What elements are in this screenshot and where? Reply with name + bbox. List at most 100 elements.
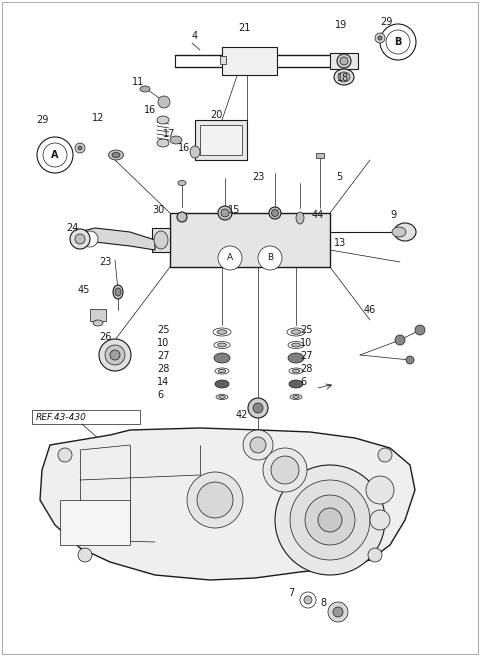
Bar (330, 53, 358, 69)
Circle shape (263, 448, 307, 492)
Ellipse shape (178, 180, 186, 186)
Text: A: A (227, 253, 233, 262)
Circle shape (58, 448, 72, 462)
Circle shape (218, 246, 242, 270)
Ellipse shape (392, 227, 406, 237)
Ellipse shape (214, 342, 230, 348)
Text: 25: 25 (157, 325, 169, 335)
Text: 9: 9 (390, 210, 396, 220)
Circle shape (366, 476, 394, 504)
Circle shape (75, 234, 85, 244)
Bar (200, 125, 242, 155)
Text: 28: 28 (157, 364, 169, 374)
Text: 20: 20 (210, 110, 222, 120)
Circle shape (253, 403, 263, 413)
Ellipse shape (93, 320, 103, 326)
Ellipse shape (288, 353, 304, 363)
Text: 27: 27 (157, 351, 169, 361)
Text: 10: 10 (300, 338, 312, 348)
Circle shape (70, 229, 90, 249)
Ellipse shape (218, 206, 232, 220)
Ellipse shape (340, 57, 348, 65)
Ellipse shape (291, 330, 301, 334)
Circle shape (110, 350, 120, 360)
Circle shape (305, 495, 355, 545)
Ellipse shape (215, 368, 229, 374)
Circle shape (375, 33, 385, 43)
Text: B: B (394, 37, 402, 47)
Text: B: B (267, 253, 273, 262)
Text: A: A (51, 150, 59, 160)
Circle shape (300, 592, 316, 608)
Bar (316, 153, 324, 158)
Text: 16: 16 (144, 105, 156, 115)
Ellipse shape (213, 328, 231, 336)
Ellipse shape (170, 136, 182, 144)
Text: 10: 10 (157, 338, 169, 348)
Text: 30: 30 (152, 205, 164, 215)
Polygon shape (40, 428, 415, 580)
Ellipse shape (338, 72, 350, 82)
Circle shape (406, 356, 414, 364)
Ellipse shape (292, 369, 300, 373)
Ellipse shape (293, 396, 300, 398)
Text: 12: 12 (92, 113, 104, 123)
Circle shape (99, 339, 131, 371)
Circle shape (197, 482, 233, 518)
Text: 11: 11 (132, 77, 144, 87)
Ellipse shape (334, 69, 354, 85)
Text: 23: 23 (99, 257, 111, 267)
Text: 18: 18 (337, 73, 349, 83)
Bar (90, 309, 106, 321)
Ellipse shape (337, 54, 351, 68)
Text: 5: 5 (336, 172, 342, 182)
Ellipse shape (217, 343, 227, 347)
Ellipse shape (157, 116, 169, 124)
Circle shape (105, 345, 125, 365)
Text: 17: 17 (163, 129, 175, 139)
Ellipse shape (269, 207, 281, 219)
Text: 7: 7 (288, 588, 294, 598)
Bar (60, 500, 130, 545)
Circle shape (158, 96, 170, 108)
Text: 28: 28 (300, 364, 312, 374)
Ellipse shape (112, 152, 120, 157)
Ellipse shape (296, 212, 304, 224)
Bar (222, 47, 277, 75)
Bar (195, 120, 247, 160)
Ellipse shape (215, 380, 229, 388)
Circle shape (378, 448, 392, 462)
Circle shape (258, 246, 282, 270)
Text: 15: 15 (228, 205, 240, 215)
Text: 44: 44 (312, 210, 324, 220)
Circle shape (37, 137, 73, 173)
Ellipse shape (287, 328, 305, 336)
Ellipse shape (218, 369, 226, 373)
Text: 45: 45 (78, 285, 90, 295)
Circle shape (328, 602, 348, 622)
Circle shape (75, 143, 85, 153)
Circle shape (368, 548, 382, 562)
Text: REF.43-430: REF.43-430 (36, 413, 87, 422)
Text: 42: 42 (236, 410, 248, 420)
Ellipse shape (113, 285, 123, 299)
Ellipse shape (157, 139, 169, 147)
Circle shape (304, 596, 312, 604)
Text: 29: 29 (380, 17, 392, 27)
Text: 19: 19 (335, 20, 347, 30)
Text: 25: 25 (300, 325, 312, 335)
Text: 24: 24 (66, 223, 78, 233)
Circle shape (378, 36, 382, 40)
Ellipse shape (221, 209, 229, 217)
Text: 4: 4 (192, 31, 198, 41)
Circle shape (248, 398, 268, 418)
Circle shape (271, 456, 299, 484)
Text: 6: 6 (157, 390, 163, 400)
Circle shape (333, 607, 343, 617)
Circle shape (78, 548, 92, 562)
Ellipse shape (140, 86, 150, 92)
Circle shape (395, 335, 405, 345)
Bar (32, 410, 140, 424)
Ellipse shape (219, 396, 225, 398)
Bar (152, 228, 170, 252)
